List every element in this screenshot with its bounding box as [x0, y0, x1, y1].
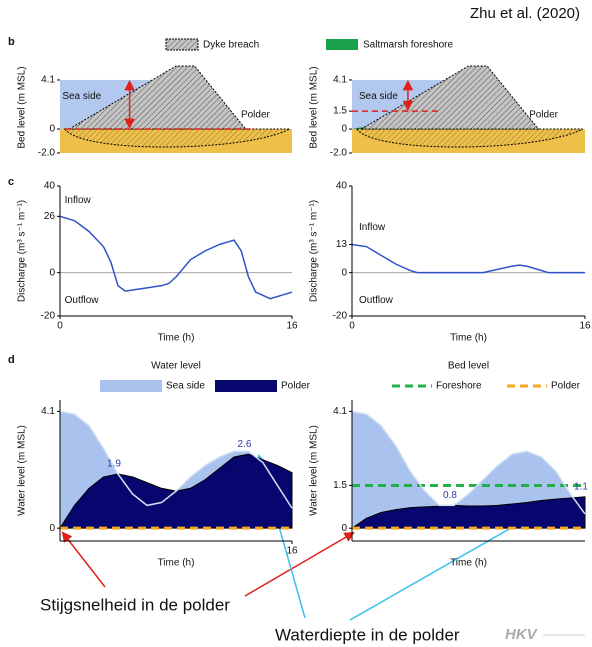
panel-label: b	[8, 36, 15, 48]
polder-area	[59, 453, 293, 529]
data-label: 2.6	[238, 439, 252, 450]
y-tick-label: 4.1	[41, 75, 55, 86]
x-tick-label: 16	[286, 321, 298, 332]
breach-lens	[355, 128, 583, 148]
y-axis-label: Water level (m MSL)	[17, 425, 28, 516]
y-tick-label: 4.1	[333, 75, 347, 86]
x-axis-label: Time (h)	[450, 333, 487, 344]
legend-label: Dyke breach	[203, 40, 259, 51]
sea-line	[351, 410, 586, 515]
annotation: Stijgsnelheid in de polder	[40, 595, 230, 614]
y-tick-label: 40	[336, 181, 348, 192]
dyke	[359, 65, 540, 130]
panel-label: d	[8, 354, 15, 366]
region-label: Sea side	[359, 91, 398, 102]
y-tick-label: 0	[49, 124, 55, 135]
annotation-arrow	[244, 531, 355, 597]
x-tick-label: 0	[57, 321, 63, 332]
legend-label: Foreshore	[436, 381, 482, 392]
legend-label: Polder	[281, 381, 311, 392]
legend-swatch	[326, 39, 358, 50]
sea-area	[352, 411, 585, 529]
x-axis-label: Time (h)	[158, 333, 195, 344]
y-tick-label: 1.5	[333, 480, 347, 491]
discharge-line	[351, 243, 585, 274]
region-label: Inflow	[359, 222, 386, 233]
y-axis-label: Discharge (m³ s⁻¹ m⁻¹)	[17, 200, 28, 302]
logo: HKV	[505, 626, 539, 643]
dyke	[67, 65, 247, 130]
y-tick-label: 0	[341, 267, 347, 278]
y-tick-label: -20	[41, 311, 56, 322]
y-tick-label: 4.1	[333, 406, 347, 417]
data-label: 1.1	[574, 481, 588, 492]
y-axis-label: Water level (m MSL)	[309, 425, 320, 516]
breach-lens	[63, 128, 290, 148]
annotation-arrow	[61, 531, 106, 588]
y-tick-label: -2.0	[330, 148, 348, 159]
region-label: Polder	[241, 109, 271, 120]
region-label: Inflow	[65, 195, 92, 206]
panel-label: c	[8, 176, 14, 188]
y-tick-label: -2.0	[38, 148, 56, 159]
region-label: Sea side	[62, 91, 101, 102]
annotation: Waterdiepte in de polder	[275, 625, 460, 644]
polder-area	[350, 496, 586, 529]
data-label: 0.8	[443, 490, 457, 501]
legend-label: Sea side	[166, 381, 205, 392]
legend-swatch	[165, 38, 199, 51]
y-tick-label: 0	[49, 523, 55, 534]
x-tick-label: 0	[349, 321, 355, 332]
region-label: Outflow	[65, 295, 100, 306]
y-tick-label: 0	[341, 523, 347, 534]
x-tick-label: 16	[579, 321, 591, 332]
y-tick-label: 26	[44, 211, 56, 222]
y-axis-label: Bed level (m MSL)	[17, 66, 28, 148]
y-tick-label: 13	[336, 239, 348, 250]
sea-line	[59, 410, 293, 509]
y-tick-label: -20	[333, 311, 348, 322]
y-tick-label: 1.5	[333, 106, 347, 117]
y-tick-label: 40	[44, 181, 56, 192]
legend-label: Saltmarsh foreshore	[363, 40, 453, 51]
y-axis-label: Bed level (m MSL)	[309, 66, 320, 148]
data-label: 1.9	[107, 459, 121, 470]
x-axis-label: Time (h)	[450, 558, 487, 569]
y-axis-label: Discharge (m³ s⁻¹ m⁻¹)	[309, 200, 320, 302]
chart-title: Bed level	[448, 361, 489, 372]
chart-title: Water level	[151, 361, 201, 372]
credit: Zhu et al. (2020)	[470, 5, 580, 22]
legend-swatch	[215, 380, 277, 392]
x-axis-label: Time (h)	[158, 558, 195, 569]
y-tick-label: 0	[49, 267, 55, 278]
region-label: Polder	[529, 109, 559, 120]
region-label: Outflow	[359, 295, 394, 306]
y-tick-label: 4.1	[41, 406, 55, 417]
discharge-line	[59, 215, 293, 300]
legend-swatch	[100, 380, 162, 392]
legend-label: Polder	[551, 381, 581, 392]
x-tick-label: 16	[286, 546, 298, 557]
y-tick-label: 0	[341, 124, 347, 135]
